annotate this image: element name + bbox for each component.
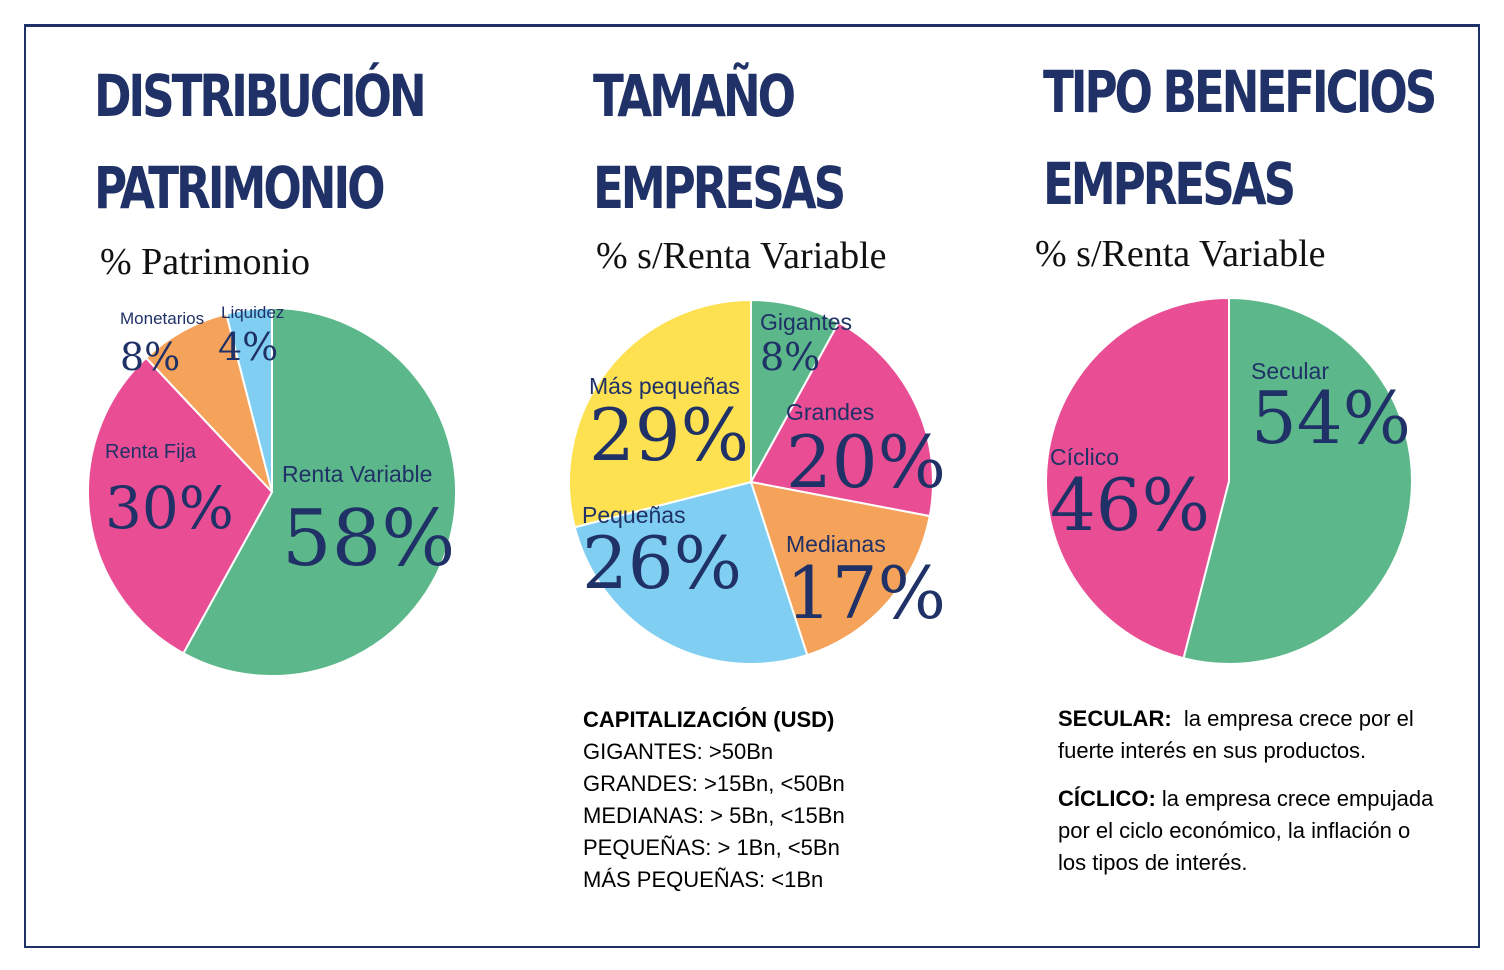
pie-slice-grandes xyxy=(749,321,934,518)
chart3-subtitle: % s/Renta Variable xyxy=(1035,233,1326,275)
pie-slice-gigantes xyxy=(750,298,841,483)
definicion-text: la empresa crece por el fuerte interés e… xyxy=(1058,706,1414,763)
slice-label-secular: Secular xyxy=(1251,358,1329,384)
frame-bottom-border xyxy=(24,946,1480,948)
slice-value-monetarios: 8% xyxy=(120,335,180,379)
slice-label-grandes: Grandes xyxy=(786,399,874,425)
slice-value-medianas: 17% xyxy=(786,551,946,635)
pie-slice-liquidez xyxy=(225,306,273,493)
slice-value-liquidez: 4% xyxy=(218,325,278,369)
slice-value-renta-variable: 58% xyxy=(282,494,455,584)
capitalizacion-line: MÁS PEQUEÑAS: <1Bn xyxy=(583,867,824,892)
slice-label-medianas: Medianas xyxy=(786,531,886,557)
capitalizacion-title: CAPITALIZACIÓN (USD) xyxy=(583,707,835,732)
pie-slice-pequenas xyxy=(573,480,809,665)
pie-slice-secular xyxy=(1182,296,1414,665)
pie-slice-mas-pequenas xyxy=(568,298,752,529)
frame-top-border xyxy=(24,24,1480,27)
frame-left-border xyxy=(24,24,26,948)
pie-slice-medianas xyxy=(749,480,931,657)
capitalizacion-line: PEQUEÑAS: > 1Bn, <5Bn xyxy=(583,835,840,860)
pie-slice-renta-variable xyxy=(182,306,457,677)
definicion-term: SECULAR: xyxy=(1058,706,1172,731)
chart3-heading-line2: EMPRESAS xyxy=(1043,150,1296,218)
slice-value-pequenas: 26% xyxy=(582,521,742,605)
pie-slice-monetarios xyxy=(144,312,273,493)
chart2-heading-line1: TAMAÑO xyxy=(593,62,796,130)
pie-slice-ciclico xyxy=(1045,296,1230,660)
slice-label-liquidez: Liquidez xyxy=(221,303,284,322)
chart1-heading-line1: DISTRIBUCIÓN xyxy=(94,62,427,130)
chart1-subtitle: % Patrimonio xyxy=(100,241,311,283)
slice-label-ciclico: Cíclico xyxy=(1050,444,1119,470)
slice-label-renta-variable: Renta Variable xyxy=(282,461,432,487)
definicion-text: la empresa crece empujada por el ciclo e… xyxy=(1058,786,1434,875)
frame-right-border xyxy=(1478,24,1480,948)
definicion-term: CÍCLICO: xyxy=(1058,786,1156,811)
chart1-heading-line2: PATRIMONIO xyxy=(94,154,386,222)
slice-value-gigantes: 8% xyxy=(760,335,820,379)
capitalizacion-legend: CAPITALIZACIÓN (USD) GIGANTES: >50Bn GRA… xyxy=(583,704,845,896)
capitalizacion-line: MEDIANAS: > 5Bn, <15Bn xyxy=(583,803,845,828)
slice-label-renta-fija: Renta Fija xyxy=(105,441,197,463)
slice-value-grandes: 20% xyxy=(786,420,946,504)
slice-label-pequenas: Pequeñas xyxy=(582,502,686,528)
slice-value-secular: 54% xyxy=(1251,376,1411,460)
chart2-heading-line2: EMPRESAS xyxy=(593,154,846,222)
definicion-secular: SECULAR: la empresa crece por el fuerte … xyxy=(1058,703,1443,767)
capitalizacion-line: GIGANTES: >50Bn xyxy=(583,739,774,764)
slice-label-monetarios: Monetarios xyxy=(120,309,204,328)
slice-label-gigantes: Gigantes xyxy=(760,309,852,335)
slice-value-ciclico: 46% xyxy=(1050,463,1210,547)
pie-slice-renta-fija xyxy=(87,356,274,655)
chart2-subtitle: % s/Renta Variable xyxy=(596,235,887,277)
slice-value-renta-fija: 30% xyxy=(105,474,234,542)
slice-label-mas-pequenas: Más pequeñas xyxy=(589,373,740,399)
chart3-heading-line1: TIPO BENEFICIOS xyxy=(1043,58,1437,126)
definicion-ciclico: CÍCLICO: la empresa crece empujada por e… xyxy=(1058,783,1443,879)
capitalizacion-line: GRANDES: >15Bn, <50Bn xyxy=(583,771,845,796)
slice-value-mas-pequenas: 29% xyxy=(589,393,749,477)
